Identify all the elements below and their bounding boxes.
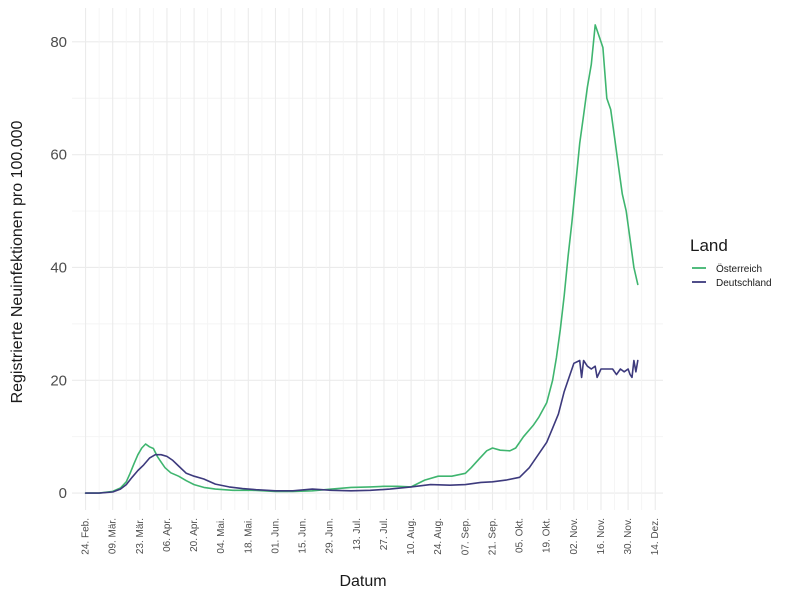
x-tick-label: 06. Apr. xyxy=(162,518,173,552)
series-line-oesterreich xyxy=(84,24,639,494)
x-tick-label: 21. Sep. xyxy=(487,518,498,555)
x-tick-label: 16. Nov. xyxy=(596,518,607,555)
x-axis-ticks: 24. Feb. 09. Mär. 23. Mär. 06. Apr. 20. Apr.… xyxy=(81,518,662,555)
y-tick-label: 20 xyxy=(50,372,67,389)
x-tick-label: 29. Jun. xyxy=(325,518,336,554)
x-tick-label: 20. Apr. xyxy=(189,518,200,552)
x-tick-label: 10. Aug. xyxy=(406,518,417,555)
y-axis-title: Registrierte Neuinfektionen pro 100.000 xyxy=(9,120,26,403)
legend: Land Österreich Deutschland xyxy=(690,236,772,289)
x-tick-label: 02. Nov. xyxy=(569,518,580,555)
y-axis-ticks: 0 20 40 60 80 xyxy=(50,34,67,502)
legend-label: Deutschland xyxy=(716,278,772,289)
x-tick-label: 27. Jul. xyxy=(379,518,390,550)
x-tick-label: 24. Aug. xyxy=(433,518,444,555)
x-tick-label: 24. Feb. xyxy=(81,518,92,555)
x-tick-label: 04. Mai. xyxy=(216,518,227,554)
x-tick-label: 15. Jun. xyxy=(298,518,309,554)
x-tick-label: 14. Dez. xyxy=(650,518,661,555)
y-tick-label: 40 xyxy=(50,259,67,276)
grid xyxy=(72,8,663,510)
x-tick-label: 09. Mär. xyxy=(108,518,119,554)
x-tick-label: 07. Sep. xyxy=(460,518,471,555)
x-tick-label: 05. Okt. xyxy=(515,518,526,553)
x-tick-label: 13. Jul. xyxy=(352,518,363,550)
x-tick-label: 01. Jun. xyxy=(270,518,281,554)
x-axis-title: Datum xyxy=(339,573,386,590)
x-tick-label: 30. Nov. xyxy=(623,518,634,555)
series-line-deutschland xyxy=(84,359,639,494)
legend-title: Land xyxy=(690,236,728,255)
series-lines xyxy=(84,24,639,494)
legend-items: Österreich Deutschland xyxy=(692,263,772,289)
y-tick-label: 0 xyxy=(59,485,67,502)
legend-label: Österreich xyxy=(716,263,762,275)
x-tick-label: 19. Okt. xyxy=(542,518,553,553)
x-tick-label: 18. Mai. xyxy=(243,518,254,554)
y-tick-label: 60 xyxy=(50,147,67,164)
x-tick-label: 23. Mär. xyxy=(135,518,146,554)
y-tick-label: 80 xyxy=(50,34,67,51)
